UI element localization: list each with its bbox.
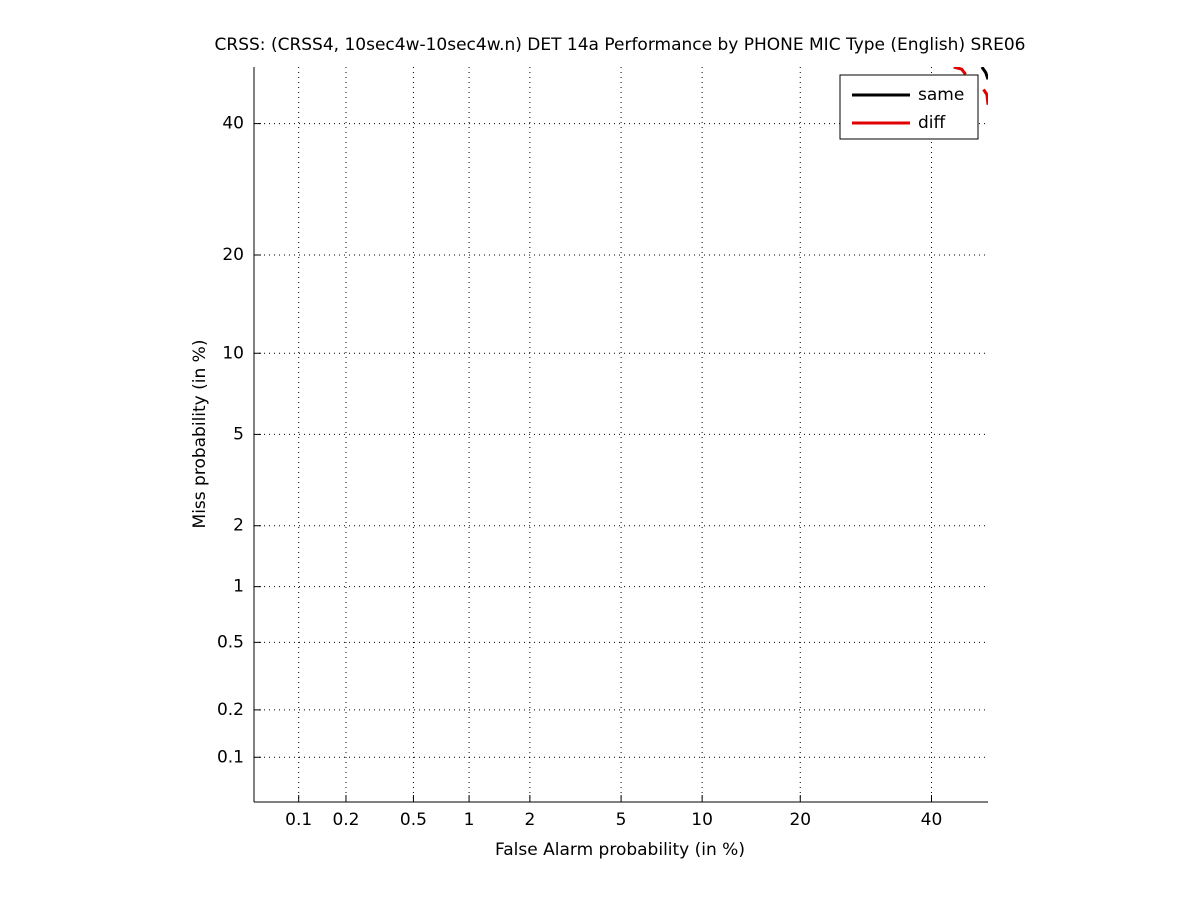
x-axis-label: False Alarm probability (in %) bbox=[495, 840, 745, 860]
y-axis-label: Miss probability (in %) bbox=[190, 340, 210, 529]
x-tick-label: 1 bbox=[464, 810, 475, 830]
y-tick-label: 5 bbox=[233, 424, 244, 444]
x-tick-label: 2 bbox=[524, 810, 535, 830]
chart-title: CRSS: (CRSS4, 10sec4w-10sec4w.n) DET 14a… bbox=[215, 35, 1026, 55]
x-tick-label: 20 bbox=[789, 810, 811, 830]
x-tick-label: 5 bbox=[616, 810, 627, 830]
x-tick-label: 10 bbox=[691, 810, 713, 830]
x-tick-label: 40 bbox=[921, 810, 943, 830]
y-tick-label: 40 bbox=[222, 114, 244, 134]
legend-label: same bbox=[918, 85, 964, 105]
x-tick-label: 0.5 bbox=[400, 810, 427, 830]
legend-label: diff bbox=[918, 113, 947, 133]
y-tick-label: 1 bbox=[233, 577, 244, 597]
y-tick-label: 0.2 bbox=[217, 700, 244, 720]
series-line bbox=[953, 67, 988, 105]
y-tick-label: 0.5 bbox=[217, 632, 244, 652]
legend-box bbox=[839, 74, 979, 140]
y-tick-label: 0.1 bbox=[217, 747, 244, 767]
y-tick-label: 2 bbox=[233, 516, 244, 536]
x-tick-label: 0.2 bbox=[332, 810, 359, 830]
y-tick-label: 10 bbox=[222, 343, 244, 363]
y-tick-label: 20 bbox=[222, 245, 244, 265]
series-line bbox=[980, 67, 988, 80]
x-tick-label: 0.1 bbox=[285, 810, 312, 830]
